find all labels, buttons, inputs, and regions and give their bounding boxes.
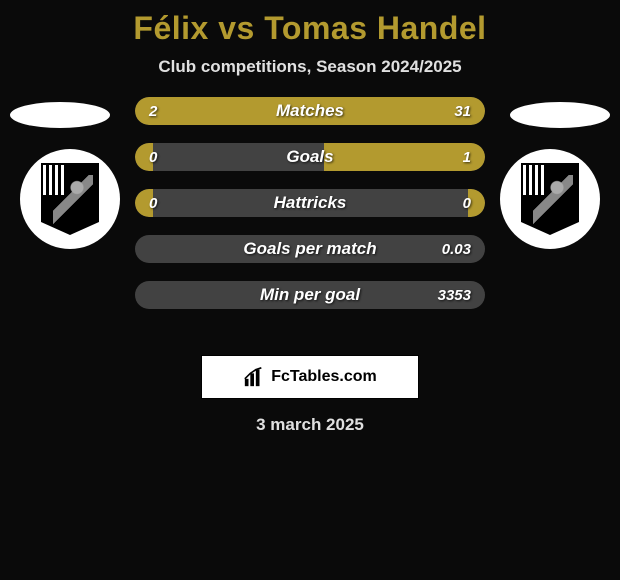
stat-label: Goals <box>135 143 485 171</box>
stat-right-value: 3353 <box>438 281 471 309</box>
page-title: Félix vs Tomas Handel <box>0 0 620 47</box>
shield-icon <box>521 163 579 235</box>
player-left-avatar-placeholder <box>10 102 110 128</box>
attribution-box: FcTables.com <box>201 355 419 399</box>
stat-right-value: 0 <box>463 189 471 217</box>
footer-date: 3 march 2025 <box>0 415 620 435</box>
stat-row: 0 Goals 1 <box>135 143 485 171</box>
stat-label: Min per goal <box>135 281 485 309</box>
club-right-badge <box>500 149 600 249</box>
stat-right-value: 0.03 <box>442 235 471 263</box>
comparison-stage: 2 Matches 31 0 Goals 1 0 Hattricks 0 Goa… <box>0 97 620 337</box>
stat-label: Goals per match <box>135 235 485 263</box>
shield-icon <box>41 163 99 235</box>
stat-right-value: 31 <box>454 97 471 125</box>
player-right-avatar-placeholder <box>510 102 610 128</box>
stat-label: Hattricks <box>135 189 485 217</box>
stat-row: 2 Matches 31 <box>135 97 485 125</box>
stat-row: 0 Hattricks 0 <box>135 189 485 217</box>
bar-chart-icon <box>243 366 265 388</box>
stat-bars: 2 Matches 31 0 Goals 1 0 Hattricks 0 Goa… <box>135 97 485 309</box>
stat-row: Goals per match 0.03 <box>135 235 485 263</box>
subtitle: Club competitions, Season 2024/2025 <box>0 57 620 77</box>
attribution-text: FcTables.com <box>271 368 377 386</box>
club-left-badge <box>20 149 120 249</box>
stat-right-value: 1 <box>463 143 471 171</box>
stat-row: Min per goal 3353 <box>135 281 485 309</box>
stat-label: Matches <box>135 97 485 125</box>
